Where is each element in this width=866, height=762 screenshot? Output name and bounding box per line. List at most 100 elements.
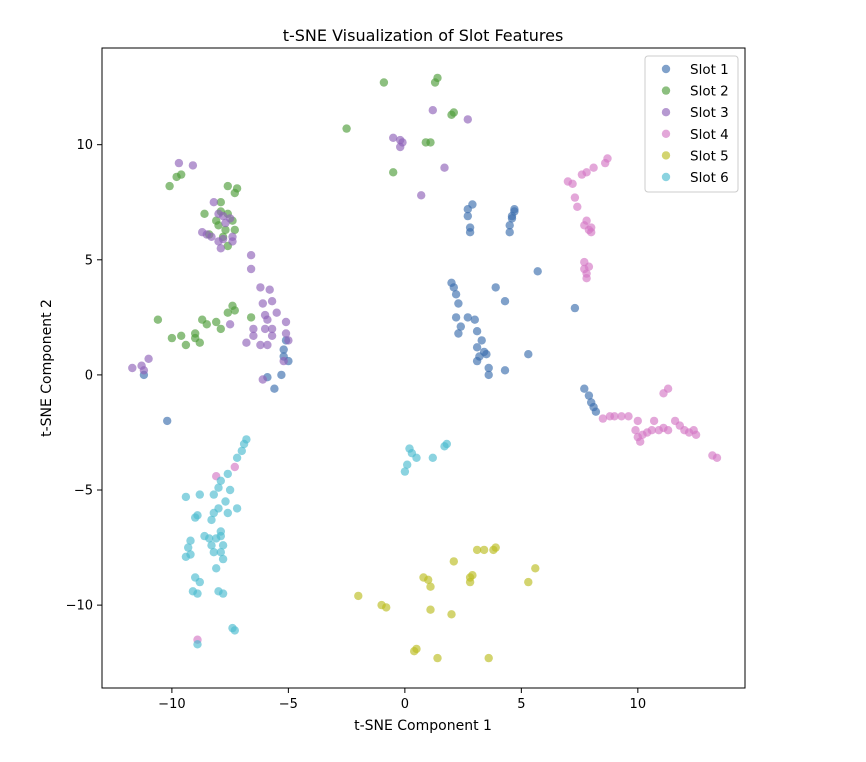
data-point xyxy=(202,320,211,329)
data-point xyxy=(472,545,482,555)
data-point xyxy=(223,181,232,191)
data-point xyxy=(272,308,281,317)
data-point xyxy=(610,412,619,421)
data-point xyxy=(447,610,456,619)
data-point xyxy=(246,313,256,322)
data-point xyxy=(212,564,221,573)
data-point xyxy=(242,338,251,347)
legend-label: Slot 1 xyxy=(690,62,729,78)
data-point xyxy=(624,412,633,421)
legend: Slot 1 Slot 2 Slot 3 Slot 4 Slot 5 Slot 6 xyxy=(644,55,739,193)
legend-label: Slot 6 xyxy=(690,170,729,186)
data-point xyxy=(484,370,493,380)
data-point xyxy=(568,179,577,188)
data-point xyxy=(428,106,437,115)
data-point xyxy=(256,283,265,292)
data-point xyxy=(263,340,272,350)
data-point xyxy=(379,78,389,87)
data-point xyxy=(449,557,458,566)
data-point xyxy=(174,158,184,168)
data-point xyxy=(617,412,626,421)
data-point xyxy=(468,200,477,209)
data-point xyxy=(426,582,435,591)
data-point xyxy=(491,543,500,552)
data-point xyxy=(212,317,221,327)
data-point xyxy=(477,336,486,345)
data-point xyxy=(342,124,351,133)
legend-marker xyxy=(661,172,671,182)
series-slot-3 xyxy=(128,106,472,384)
data-point xyxy=(410,647,419,656)
legend-marker xyxy=(661,86,671,95)
legend-marker xyxy=(661,151,671,160)
data-point xyxy=(191,329,200,338)
data-point xyxy=(237,446,246,456)
data-point xyxy=(216,548,225,557)
data-point xyxy=(223,469,232,479)
data-point xyxy=(470,315,479,324)
data-point xyxy=(659,389,668,398)
data-point xyxy=(573,202,582,211)
data-point xyxy=(221,497,230,506)
data-point xyxy=(216,324,225,334)
data-point xyxy=(589,163,598,172)
data-point xyxy=(267,297,277,306)
data-point xyxy=(200,209,209,218)
data-point xyxy=(447,110,456,120)
data-point xyxy=(454,299,463,308)
data-point xyxy=(209,508,218,518)
data-point xyxy=(472,356,482,366)
data-point xyxy=(454,329,463,338)
data-point xyxy=(209,548,218,557)
data-point xyxy=(472,327,482,336)
data-point xyxy=(507,211,517,221)
data-point xyxy=(505,228,514,237)
legend-label: Slot 5 xyxy=(690,148,729,164)
data-point xyxy=(225,214,235,223)
data-point xyxy=(225,485,235,495)
data-point xyxy=(216,198,225,207)
data-point xyxy=(128,363,137,373)
data-point xyxy=(582,274,591,283)
y-tick-label: −10 xyxy=(66,599,93,614)
data-point xyxy=(424,575,433,584)
data-point xyxy=(649,416,659,426)
data-point xyxy=(277,370,286,380)
data-point xyxy=(279,356,288,366)
data-point xyxy=(230,626,239,635)
data-point xyxy=(636,437,645,446)
data-point xyxy=(426,605,435,614)
data-point xyxy=(225,320,235,329)
data-point xyxy=(216,476,225,485)
data-point xyxy=(181,340,191,350)
data-point xyxy=(258,299,267,308)
data-point xyxy=(451,313,461,322)
data-point xyxy=(218,234,228,244)
data-point xyxy=(184,543,193,552)
y-tick-label: −5 xyxy=(74,484,93,499)
x-tick-label: 10 xyxy=(630,697,647,712)
data-point xyxy=(510,205,519,214)
data-point xyxy=(633,416,642,426)
data-point xyxy=(223,508,232,518)
legend-item-slot-5: Slot 5 xyxy=(661,148,729,164)
data-point xyxy=(463,313,472,322)
data-point xyxy=(354,591,363,601)
data-point xyxy=(153,315,163,324)
data-point xyxy=(500,297,510,306)
plot-frame xyxy=(101,47,746,689)
data-point xyxy=(691,430,701,439)
data-point xyxy=(584,391,594,400)
data-point xyxy=(195,577,204,587)
data-point xyxy=(232,453,242,462)
data-point xyxy=(260,324,270,334)
data-point xyxy=(533,267,542,276)
data-point xyxy=(221,225,230,235)
data-point xyxy=(228,232,237,241)
legend-item-slot-1: Slot 1 xyxy=(661,62,729,78)
data-point xyxy=(218,541,228,550)
data-point xyxy=(417,191,426,200)
y-axis-ticks: −10 −5 0 5 10 xyxy=(66,138,102,614)
data-point xyxy=(472,343,482,352)
